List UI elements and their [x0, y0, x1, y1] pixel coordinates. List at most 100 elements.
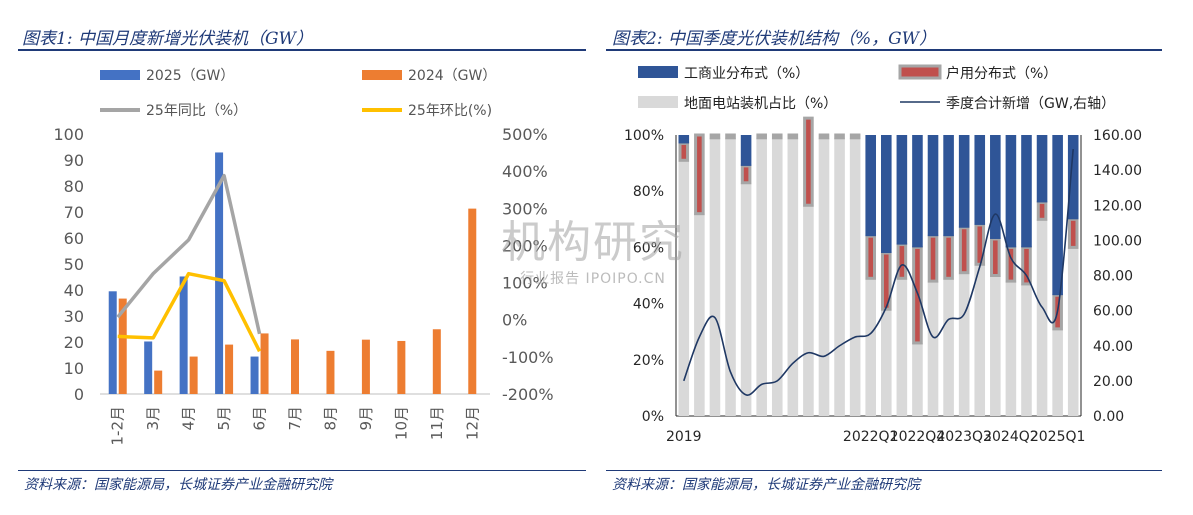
bar-ground — [912, 342, 923, 416]
bar-2024 — [225, 344, 234, 394]
bar-household — [896, 243, 908, 280]
chart2-xtick: 2022Q4 — [890, 429, 946, 445]
bar-ground — [865, 278, 877, 416]
bar-household — [927, 234, 939, 283]
bar-household — [803, 116, 814, 207]
chart1-ytick-left: 20 — [64, 333, 84, 352]
chart2-ytick-right: 60.00 — [1093, 304, 1133, 320]
chart1-ytick-right: 200% — [502, 236, 548, 255]
bar-industrial — [678, 135, 690, 144]
bar-ground — [740, 182, 752, 416]
bar-ground — [927, 281, 939, 416]
bar-2024 — [397, 340, 406, 394]
chart2-ytick-right: 80.00 — [1093, 269, 1133, 285]
bar-household — [1021, 245, 1032, 286]
bar-ground — [1052, 328, 1063, 416]
chart1-ytick-left: 70 — [64, 203, 84, 222]
chart1-ytick-right: 100% — [502, 274, 548, 293]
bar-ground — [1005, 281, 1017, 416]
legend-label-ground: 地面电站装机占比（%） — [684, 96, 837, 112]
bar-household — [771, 133, 783, 140]
bar-industrial — [1005, 135, 1017, 248]
bar-household — [787, 133, 799, 140]
bar-2025 — [250, 356, 259, 394]
bar-industrial — [880, 135, 892, 254]
bar-industrial — [927, 135, 939, 237]
bar-ground — [725, 137, 736, 416]
line-quarterly-total — [683, 148, 1075, 396]
bar-2025 — [215, 152, 224, 394]
bar-ground — [771, 137, 783, 416]
chart2-xtick: 2019 — [666, 429, 702, 445]
chart1-ytick-right: 300% — [502, 199, 548, 218]
chart2-source: 资料来源：国家能源局，长城证券产业金融研究院 — [612, 477, 920, 493]
chart1-xtick: 3月 — [144, 406, 162, 431]
bar-ground — [974, 264, 986, 416]
chart2-plot-area: 0% 20% 40% 60% 80% 100% 0.00 20.00 40.00 60.00 80.… — [624, 116, 1142, 445]
bar-industrial — [943, 135, 954, 237]
chart1-svg: 2025（GW） 2024（GW） 25年同比（%） 25年环比(%) 0 10 2… — [53, 68, 553, 446]
chart1-legend: 2025（GW） 2024（GW） 25年同比（%） 25年环比(%) — [100, 68, 496, 119]
chart1-ytick-left: 40 — [64, 281, 84, 300]
chart1-ytick-left: 30 — [64, 307, 84, 326]
bar-2024 — [154, 370, 163, 394]
bar-ground — [803, 205, 814, 416]
chart1-ytick-left: 0 — [74, 385, 84, 404]
chart2-ytick-left: 80% — [633, 184, 664, 200]
bar-household — [1067, 217, 1079, 249]
chart1-ytick-left: 10 — [64, 359, 84, 378]
bar-2024 — [432, 329, 441, 394]
chart2-title-rule — [606, 49, 1162, 51]
bar-ground — [1036, 219, 1048, 416]
bar-household — [958, 226, 970, 275]
chart2-ytick-right: 160.00 — [1093, 128, 1142, 144]
bar-industrial — [974, 135, 986, 225]
chart2-ytick-right: 20.00 — [1093, 374, 1133, 390]
chart1-ytick-right: -100% — [502, 348, 554, 367]
bar-industrial — [865, 135, 877, 237]
chart1-ytick-left: 90 — [64, 151, 84, 170]
legend-swatch-industrial — [638, 66, 678, 78]
bar-industrial — [958, 135, 970, 228]
bar-household — [756, 133, 767, 140]
chart2-ytick-left: 100% — [624, 128, 664, 144]
chart1-xtick: 8月 — [321, 406, 339, 431]
chart2-legend: 工商业分布式（%） 户用分布式（%） 地面电站装机占比（%） 季度合计新增（GW… — [638, 64, 1115, 112]
chart1-xtick: 12月 — [463, 406, 481, 440]
chart1-ytick-left: 60 — [64, 229, 84, 248]
chart2-ytick-right: 100.00 — [1093, 233, 1142, 249]
line-yoy — [116, 173, 262, 335]
legend-label-mom: 25年环比(%) — [408, 103, 492, 119]
bar-2025 — [144, 341, 153, 394]
legend-label-household: 户用分布式（%） — [946, 65, 1057, 82]
bar-ground — [787, 137, 799, 416]
bar-household — [725, 133, 736, 140]
chart1-plot-area: 0 10 20 30 40 50 60 70 80 90 100 500% 400% 300% 200% 10… — [53, 125, 553, 446]
bar-ground — [943, 278, 954, 416]
chart1-xtick: 1-2月 — [109, 406, 127, 446]
bar-household — [834, 133, 845, 140]
bar-2024 — [326, 350, 335, 394]
bar-household — [943, 234, 954, 280]
bar-industrial — [912, 135, 923, 248]
bar-ground — [818, 137, 830, 416]
chart1-xtick: 7月 — [286, 406, 304, 431]
bar-industrial — [1021, 135, 1032, 248]
chart1-xtick: 5月 — [215, 406, 233, 431]
chart2-ytick-right: 140.00 — [1093, 163, 1142, 179]
chart2-title: 图表2: 中国季度光伏装机结构（%，GW） — [612, 29, 937, 49]
chart1-ytick-left: 80 — [64, 177, 84, 196]
legend-swatch-2024 — [362, 70, 402, 80]
bar-2025 — [108, 291, 117, 394]
chart1-ytick-right: 500% — [502, 125, 548, 144]
chart1-source: 资料来源：国家能源局，长城证券产业金融研究院 — [24, 477, 332, 493]
line-mom — [117, 271, 262, 353]
chart2-ytick-left: 40% — [633, 297, 664, 313]
bar-2024 — [189, 356, 198, 394]
legend-label-industrial: 工商业分布式（%） — [684, 66, 809, 82]
bar-ground — [756, 137, 767, 416]
bar-household — [990, 237, 1001, 277]
chart1-xtick: 4月 — [180, 406, 198, 431]
bar-household — [818, 133, 830, 140]
bar-household — [740, 164, 752, 185]
